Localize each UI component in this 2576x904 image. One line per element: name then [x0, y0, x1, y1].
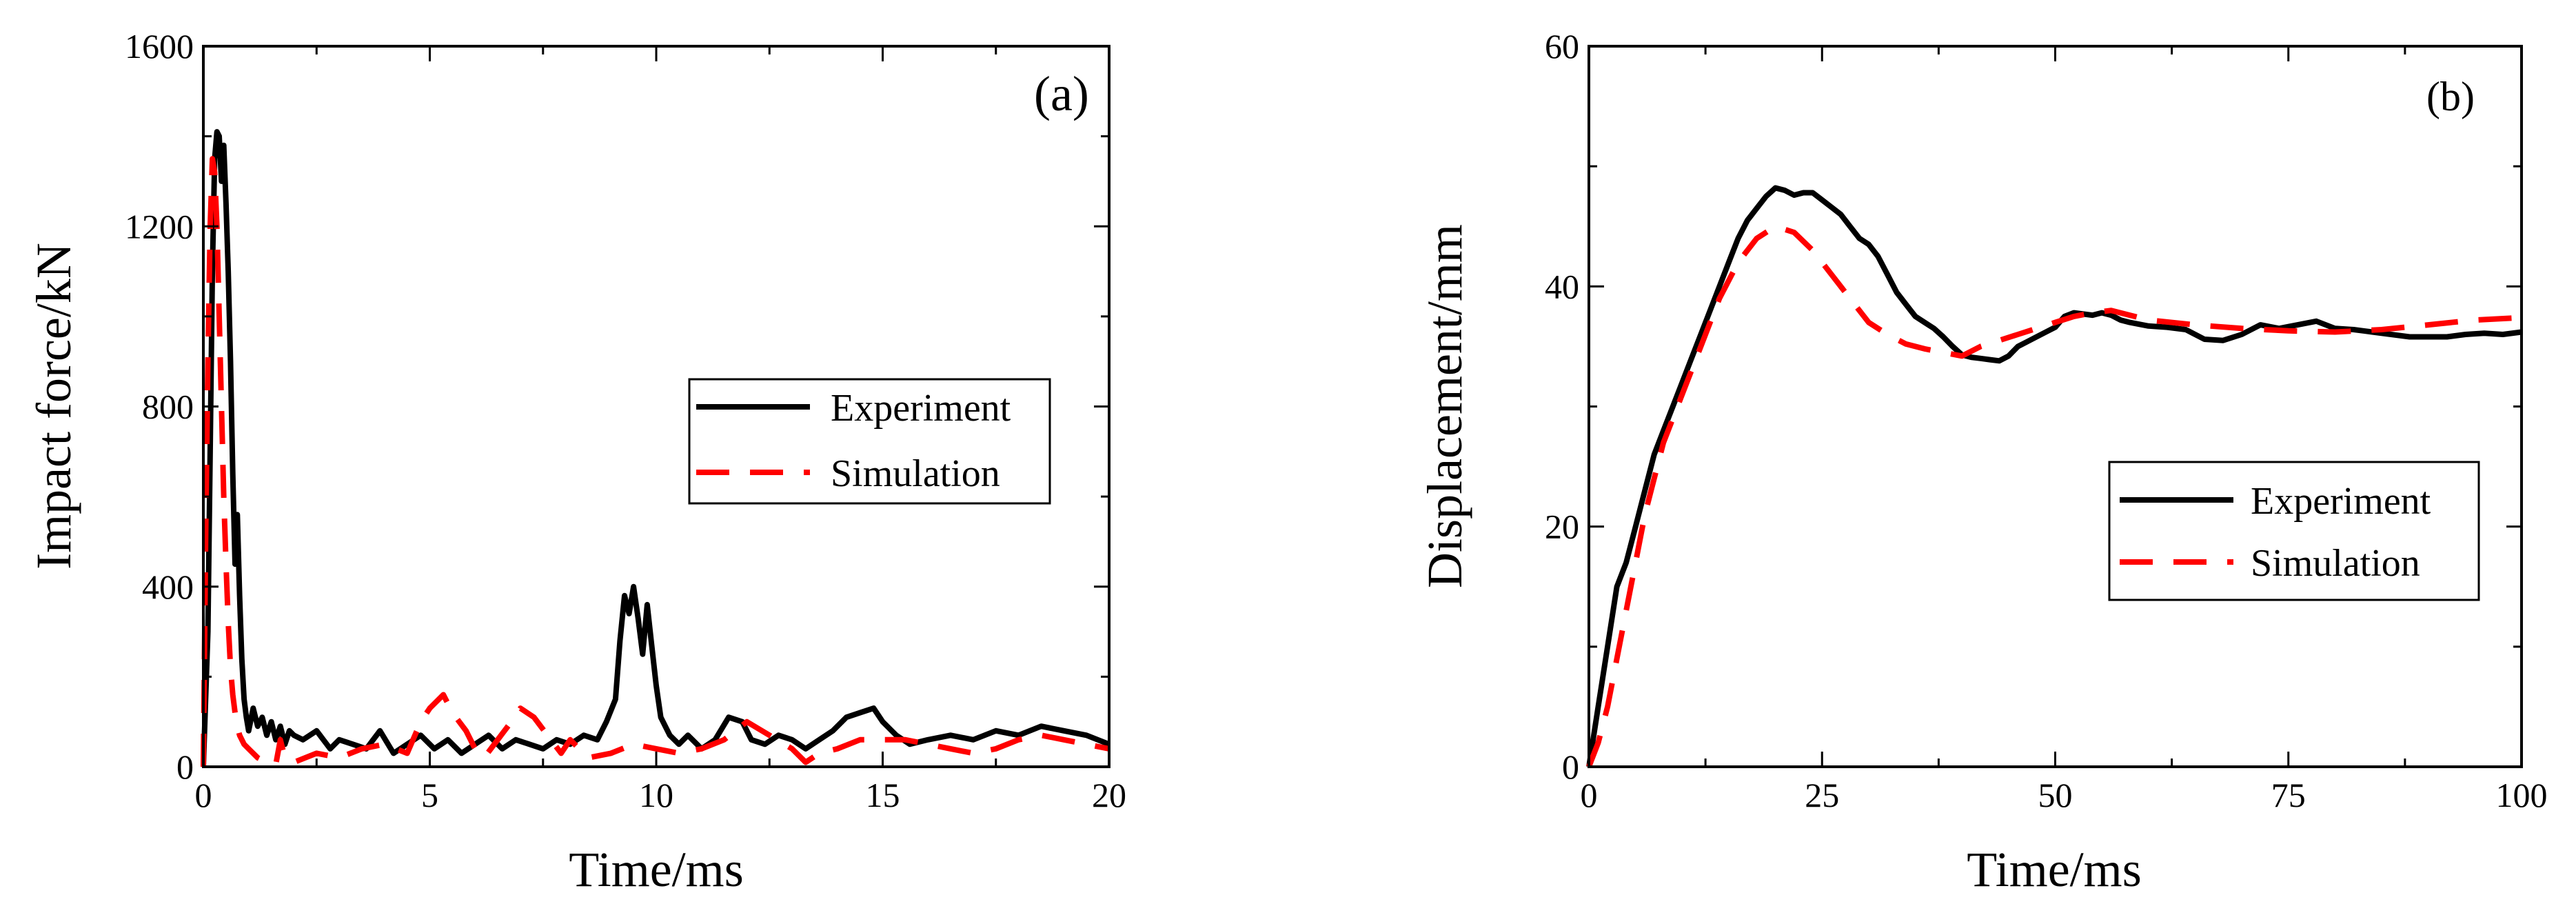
panel-a-series-layer [201, 129, 1110, 767]
panel-b-plot-frame [1588, 45, 2523, 768]
panel-a-x-tick-label: 20 [1092, 776, 1126, 814]
panel-a-y-tick-label: 800 [142, 388, 194, 426]
panel-a-legend-simulation-label: Simulation [831, 452, 1000, 495]
panel-a-y-axis-title: Impact force/kN [26, 243, 81, 570]
panel-b-legend: Experiment Simulation [2108, 461, 2480, 601]
panel-a-impact-force-chart: 0 5 10 15 20 0 400 800 1200 1600 (a) Time/ms Impa… [26, 27, 1126, 897]
panel-a-y-tick-label: 1200 [125, 207, 194, 245]
panel-a-series-simulation-line [201, 156, 1110, 767]
panel-b-series-layer [1586, 185, 2522, 768]
panel-a-y-tick-label: 1600 [125, 27, 194, 66]
panel-a-series-experiment-line [201, 129, 1110, 767]
panel-a-y-tick-label: 0 [176, 747, 194, 786]
panel-a-legend-box [688, 378, 1051, 505]
panel-b-label: (b) [2426, 74, 2475, 119]
panel-a-x-tick-label: 10 [639, 776, 673, 814]
panel-a-x-tick-label: 5 [421, 776, 438, 814]
panel-b-x-tick-label: 25 [1805, 776, 1839, 814]
panel-b-y-tick-label: 0 [1562, 747, 1579, 786]
panel-a-x-tick-label: 15 [866, 776, 900, 814]
panel-b-legend-box [2108, 461, 2480, 601]
panel-b-legend-simulation-label: Simulation [2251, 542, 2420, 585]
panel-a-y-tick-label: 400 [142, 567, 194, 606]
panel-a-legend: Experiment Simulation [688, 378, 1051, 505]
panel-b-y-axis-title: Displacement/mm [1417, 224, 1472, 588]
panel-a-x-axis-title: Time/ms [569, 842, 743, 897]
panel-b-legend-experiment-label: Experiment [2251, 480, 2431, 523]
panel-a-ticks: 0 5 10 15 20 0 400 800 1200 1600 [125, 27, 1126, 814]
panel-b-y-tick-label: 40 [1545, 267, 1579, 305]
panel-b-y-tick-label: 60 [1545, 27, 1579, 66]
panel-b-y-tick-label: 20 [1545, 508, 1579, 546]
panel-b-x-tick-label: 75 [2271, 776, 2306, 814]
panel-a-x-tick-label: 0 [195, 776, 212, 814]
panel-b-ticks: 0 25 50 75 100 0 20 40 60 [1545, 27, 2548, 814]
panel-b-x-tick-label: 50 [2038, 776, 2073, 814]
panel-b-series-simulation-line [1586, 223, 2522, 768]
panel-b-x-axis-title: Time/ms [1967, 842, 2141, 897]
panel-b-x-tick-label: 0 [1581, 776, 1598, 814]
panel-a-label: (a) [1034, 66, 1089, 121]
panel-b-x-tick-label: 100 [2496, 776, 2548, 814]
panel-a-legend-experiment-label: Experiment [831, 387, 1011, 430]
panel-b-displacement-chart: 0 25 50 75 100 0 20 40 60 (b) Time/ms Displaceme… [1417, 27, 2548, 897]
